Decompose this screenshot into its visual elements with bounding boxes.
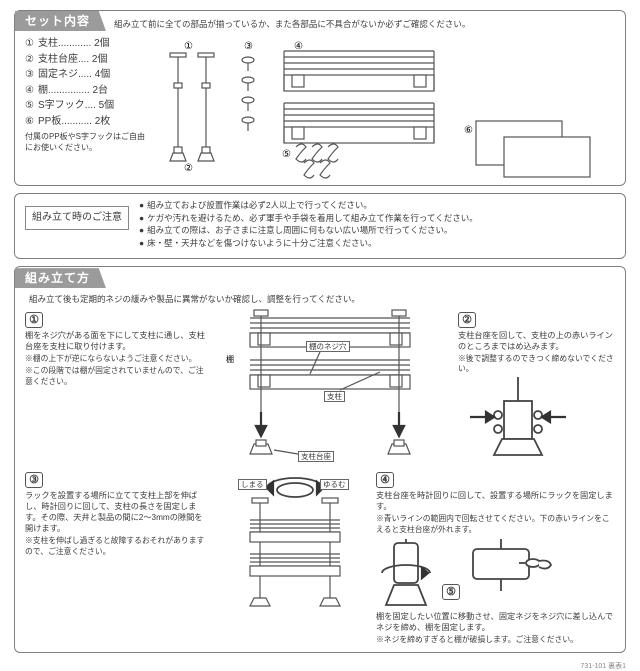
- part-item: ②支柱台座.... 2個: [25, 53, 145, 67]
- svg-text:③: ③: [244, 41, 253, 52]
- steps345: しまる ゆるむ: [220, 472, 615, 648]
- set-contents-panel: セット内容 組み立て前に全ての部品が揃っているか、また各部品に不具合がないか必ず…: [14, 10, 626, 186]
- svg-text:⑤: ⑤: [282, 149, 291, 160]
- svg-text:①: ①: [184, 41, 193, 52]
- step1-text: ① 棚をネジ穴がある面を下にして支柱に通し、支柱台座を支柱に取り付けます。 ※棚…: [25, 312, 210, 466]
- step2-figure: [458, 377, 578, 463]
- caution-item: 組み立ておよび設置作業は必ず2人以上で行ってください。: [139, 200, 615, 211]
- caution-list: 組み立ておよび設置作業は必ず2人以上で行ってください。 ケガや汚れを避けるため、…: [139, 200, 615, 250]
- step1-step2-figs: 棚 棚のネジ穴 支柱 支柱台座 ② 支柱台座を回して、支柱の上の赤いラインのとこ…: [220, 312, 615, 466]
- step4-figure: [376, 539, 436, 609]
- set-title: セット内容: [15, 11, 106, 31]
- part-item: ⑥PP板........... 2枚: [25, 115, 145, 129]
- footer: 731-101 裏表1: [14, 662, 626, 671]
- assembly-panel: 組み立て方 組み立て後も定期的ネジの緩みや製品に異常がないか確認し、調整を行って…: [14, 266, 626, 653]
- set-intro: 組み立て前に全ての部品が揃っているか、また各部品に不具合がないか必ずご確認くださ…: [114, 17, 615, 30]
- svg-text:⑥: ⑥: [464, 125, 473, 136]
- caution-item: 床・壁・天井などを傷つけないように十分ご注意ください。: [139, 238, 615, 249]
- caution-title: 組み立て時のご注意: [25, 206, 129, 230]
- svg-text:②: ②: [184, 163, 193, 174]
- assembly-intro: 組み立て後も定期的ネジの緩みや製品に異常がないか確認し、調整を行ってください。: [29, 294, 615, 305]
- parts-note: 付属のPP板やS字フックはご自由にお使いください。: [25, 132, 145, 154]
- caution-item: 組み立ての際は、お子さまに注意し周囲に何もない広い場所で行ってください。: [139, 225, 615, 236]
- step1-figure: 棚 棚のネジ穴 支柱 支柱台座: [220, 312, 450, 462]
- step3-figure: しまる ゆるむ: [220, 472, 370, 612]
- parts-list: ①支柱............ 2個 ②支柱台座.... 2個 ③固定ネジ...…: [25, 37, 145, 154]
- step3-text: ③ ラックを設置する場所に立てて支柱上部を伸ばし、時計回りに回して、支柱の長さを…: [25, 472, 210, 648]
- step5-figure: [463, 539, 553, 595]
- set-figures: ① ② ③: [153, 37, 615, 177]
- part-item: ③固定ネジ..... 4個: [25, 68, 145, 82]
- svg-text:棚: 棚: [226, 354, 234, 364]
- caution-panel: 組み立て時のご注意 組み立ておよび設置作業は必ず2人以上で行ってください。 ケガ…: [14, 193, 626, 259]
- part-item: ①支柱............ 2個: [25, 37, 145, 51]
- caution-item: ケガや汚れを避けるため、必ず軍手や手袋を着用して組み立て作業を行ってください。: [139, 213, 615, 224]
- part-item: ④棚............... 2台: [25, 84, 145, 98]
- part-item: ⑤S字フック.... 5個: [25, 99, 145, 113]
- assembly-title: 組み立て方: [15, 268, 106, 288]
- svg-text:④: ④: [294, 41, 303, 52]
